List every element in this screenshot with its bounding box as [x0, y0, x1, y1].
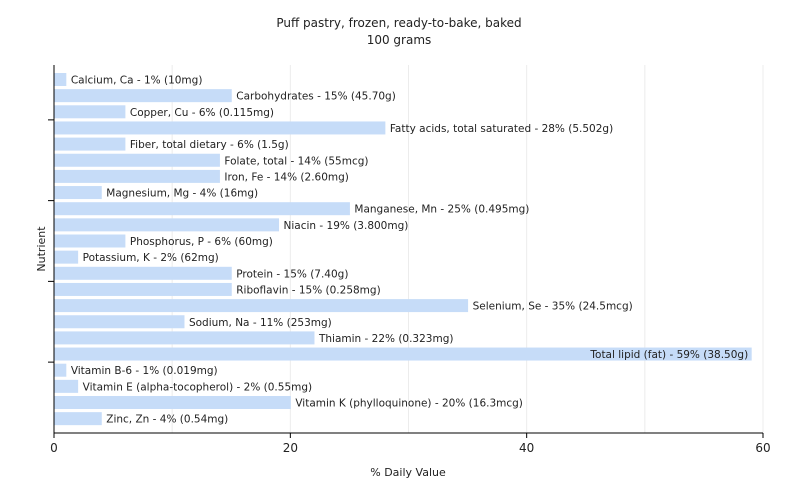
x-tick-label: 40	[519, 441, 534, 455]
bar-label: Fiber, total dietary - 6% (1.5g)	[130, 139, 289, 151]
chart-subtitle: 100 grams	[367, 33, 432, 47]
y-ticks-group	[48, 119, 54, 363]
bar-label: Thiamin - 22% (0.323mg)	[318, 333, 454, 345]
bar	[54, 282, 232, 296]
bar	[54, 379, 79, 393]
x-tick-label: 20	[283, 441, 298, 455]
bar	[54, 121, 386, 135]
bar-label: Riboflavin - 15% (0.258mg)	[236, 284, 380, 296]
bar-label: Vitamin B-6 - 1% (0.019mg)	[71, 365, 218, 377]
bar-label: Fatty acids, total saturated - 28% (5.50…	[390, 123, 613, 135]
bar	[54, 412, 102, 426]
bar-labels-group: Calcium, Ca - 1% (10mg) Carbohydrates - 1…	[71, 75, 748, 426]
bar	[54, 218, 280, 232]
bar-label: Selenium, Se - 35% (24.5mcg)	[473, 301, 633, 313]
bar-label: Phosphorus, P - 6% (60mg)	[130, 236, 273, 248]
bar-label: Vitamin E (alpha-tocopherol) - 2% (0.55m…	[83, 381, 313, 393]
bar	[54, 396, 291, 409]
bar	[54, 347, 752, 361]
bar-label: Calcium, Ca - 1% (10mg)	[71, 75, 203, 87]
bar	[54, 250, 79, 264]
x-tick-label: 60	[755, 441, 770, 455]
bar-label: Zinc, Zn - 4% (0.54mg)	[106, 414, 228, 426]
bar	[54, 234, 126, 248]
bar-label: Carbohydrates - 15% (45.70g)	[236, 91, 396, 103]
bar	[54, 169, 220, 183]
bar	[54, 186, 102, 200]
bar	[54, 266, 232, 280]
bar	[54, 299, 469, 313]
bar-label: Folate, total - 14% (55mcg)	[224, 155, 368, 167]
bar	[54, 137, 126, 151]
bar	[54, 315, 185, 329]
bar-label: Niacin - 19% (3.800mg)	[284, 220, 409, 232]
bar	[54, 89, 232, 103]
bar	[54, 331, 315, 345]
bar	[54, 105, 126, 119]
chart-title: Puff pastry, frozen, ready-to-bake, bake…	[276, 16, 521, 30]
x-axis-title: % Daily Value	[370, 466, 446, 479]
x-ticks-group: 0 20 40 60	[50, 433, 771, 455]
bar-label: Potassium, K - 2% (62mg)	[83, 252, 219, 264]
bar	[54, 202, 350, 216]
bar-label: Vitamin K (phylloquinone) - 20% (16.3mcg…	[295, 398, 523, 410]
bar-label: Protein - 15% (7.40g)	[236, 268, 348, 280]
y-axis-title: Nutrient	[35, 226, 48, 272]
bar	[54, 153, 220, 167]
bar-label: Sodium, Na - 11% (253mg)	[189, 317, 332, 329]
bar-label: Total lipid (fat) - 59% (38.50g)	[589, 349, 748, 361]
bar	[54, 73, 67, 86]
x-tick-label: 0	[50, 441, 58, 455]
bar-label: Magnesium, Mg - 4% (16mg)	[106, 188, 258, 200]
bars-group	[54, 73, 752, 426]
bar-label: Copper, Cu - 6% (0.115mg)	[130, 107, 274, 119]
bar-label: Iron, Fe - 14% (2.60mg)	[224, 171, 348, 183]
bar-label: Manganese, Mn - 25% (0.495mg)	[354, 204, 529, 216]
bar	[54, 363, 67, 377]
